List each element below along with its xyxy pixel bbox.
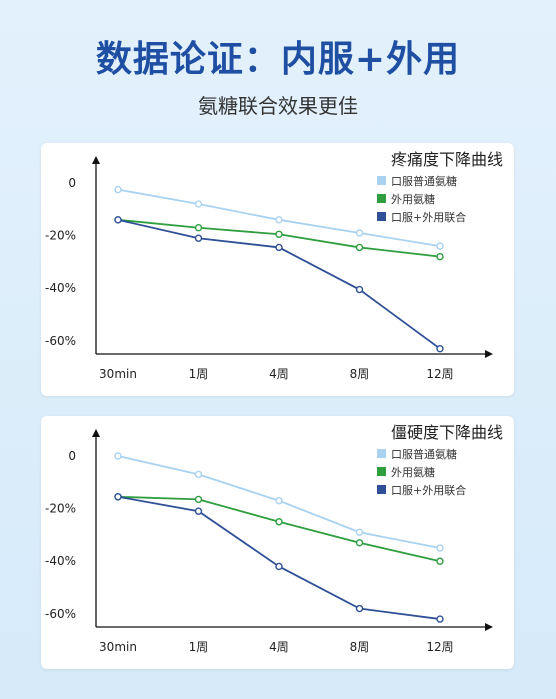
data-point [194,234,203,242]
data-point [436,242,444,250]
x-axis-arrow [485,623,493,631]
stiffness-chart: 0 -20% -40% -60% 30min 1周 4周 8周 12周 僵硬度下降曲线口服普通氨糖… [45,423,503,654]
x-tick-label: 30min [99,367,137,381]
y-tick-label: 0 [68,176,76,190]
x-tick-label: 30min [99,640,137,654]
data-point [436,344,444,353]
y-tick-label: -60% [45,607,76,621]
data-point [194,200,203,208]
pain-chart: 0 -20% -40% -60% 30min 1周 4周 8周 12周 疼痛度下降曲线口服普通氨糖… [45,150,503,381]
legend-swatch [377,449,386,458]
legend-label: 口服普通氨糖 [391,174,457,188]
legend-label: 口服+外用联合 [391,483,466,497]
pain-chart-card: 0 -20% -40% -60% 30min 1周 4周 8周 12周 疼痛度下降曲线口服普通氨糖… [41,143,514,396]
stiffness-chart-card: 0 -20% -40% -60% 30min 1周 4周 8周 12周 僵硬度下降曲线口服普通氨糖… [41,416,514,669]
x-tick-label: 12周 [426,367,453,381]
data-point [275,562,283,571]
legend-label: 外用氨糖 [391,192,435,206]
x-tick-label: 8周 [350,367,370,381]
chart-title: 疼痛度下降曲线 [391,150,503,169]
y-tick-label: 0 [68,449,76,463]
y-tick-label: -60% [45,334,76,348]
x-axis-arrow [485,350,493,358]
data-point [355,604,364,613]
data-point [355,285,364,294]
legend-swatch [377,194,386,203]
y-tick-label: -20% [45,502,76,516]
data-point [436,544,444,552]
data-point [114,452,122,460]
x-tick-label: 12周 [426,640,453,654]
data-point [194,470,203,479]
legend-swatch [377,176,386,185]
legend-label: 口服普通氨糖 [391,447,457,461]
series-line [117,495,441,563]
data-point [275,216,283,224]
legend-label: 外用氨糖 [391,465,435,479]
data-point [275,518,283,526]
data-point [436,615,444,623]
series-line [117,218,441,350]
x-tick-label: 4周 [269,367,289,381]
y-tick-label: -20% [45,229,76,243]
x-tick-label: 1周 [189,640,209,654]
data-point [355,528,364,536]
data-point [194,495,203,504]
data-point [355,229,364,237]
data-point [275,230,283,238]
y-axis-arrow [92,156,100,164]
data-point [194,224,203,232]
data-point [436,252,444,261]
page-subtitle: 氨糖联合效果更佳 [198,94,358,118]
data-point [355,243,364,252]
x-tick-label: 4周 [269,640,289,654]
data-point [194,507,203,515]
data-point [275,243,283,252]
y-axis-arrow [92,429,100,437]
legend-swatch [377,485,386,494]
data-point [114,493,122,501]
data-point [114,216,122,224]
legend-label: 口服+外用联合 [391,210,466,224]
data-point [114,185,122,194]
y-tick-label: -40% [45,554,76,568]
series-line [117,495,441,620]
data-point [275,497,283,505]
x-tick-label: 1周 [189,367,209,381]
chart-title: 僵硬度下降曲线 [391,423,503,442]
y-tick-label: -40% [45,281,76,295]
page-title: 数据论证：内服+外用 [95,39,461,80]
data-point [436,557,444,565]
x-tick-label: 8周 [350,640,370,654]
data-point [355,539,364,547]
legend-swatch [377,212,386,221]
legend-swatch [377,467,386,476]
